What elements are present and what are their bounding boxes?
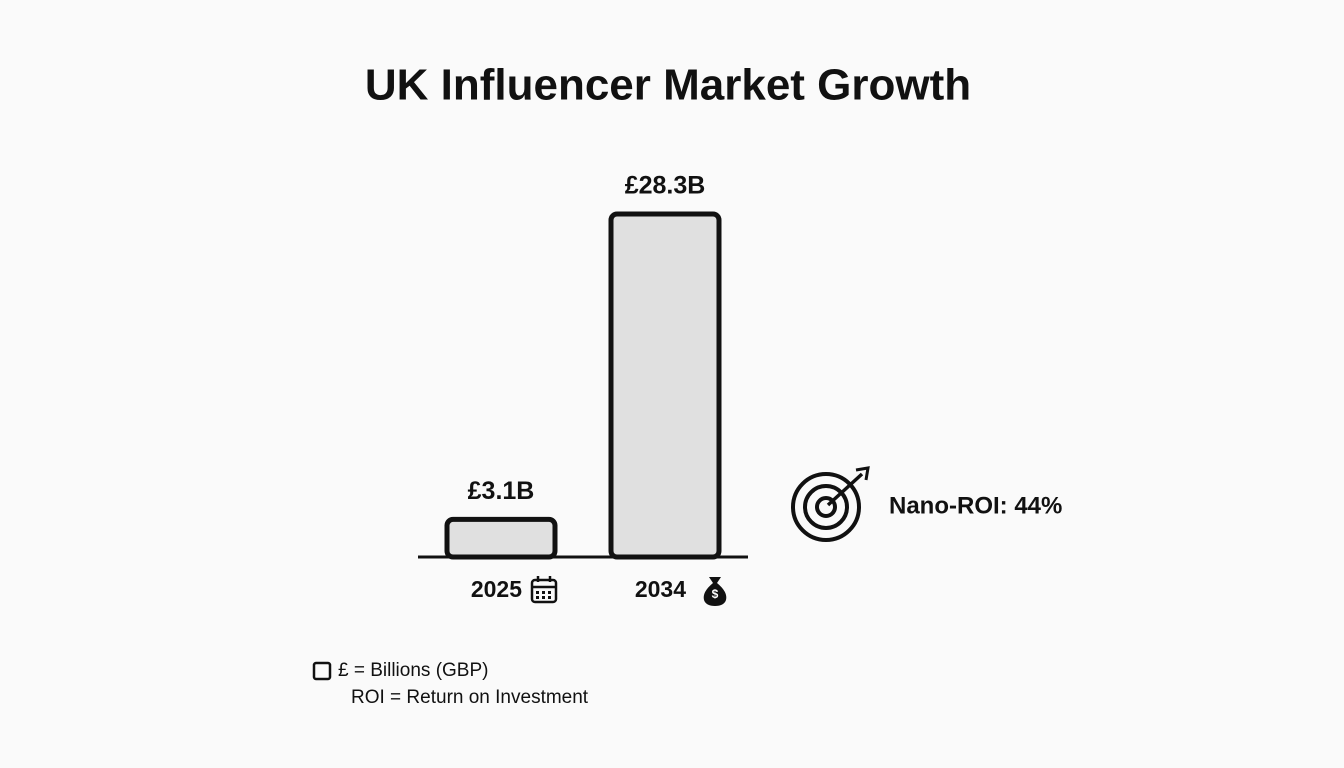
note: ROI = Return on Investment — [351, 687, 589, 708]
bar — [444, 516, 558, 560]
note-box — [312, 661, 332, 681]
value-label: £28.3B — [625, 172, 706, 200]
x-tick-label: 2025 — [471, 576, 522, 602]
note: £ = Billions (GBP) — [338, 660, 488, 681]
x-tick-label: 2034 — [635, 576, 686, 602]
target-icon — [791, 466, 870, 542]
value-label: £3.1B — [468, 477, 535, 505]
annotation: Nano-ROI: 44% — [889, 492, 1062, 519]
bar — [608, 211, 722, 560]
money-bag-icon: $ — [703, 577, 727, 606]
calendar-icon — [530, 576, 558, 604]
chart-title: UK Influencer Market Growth — [365, 61, 971, 110]
svg-text:$: $ — [712, 587, 719, 601]
